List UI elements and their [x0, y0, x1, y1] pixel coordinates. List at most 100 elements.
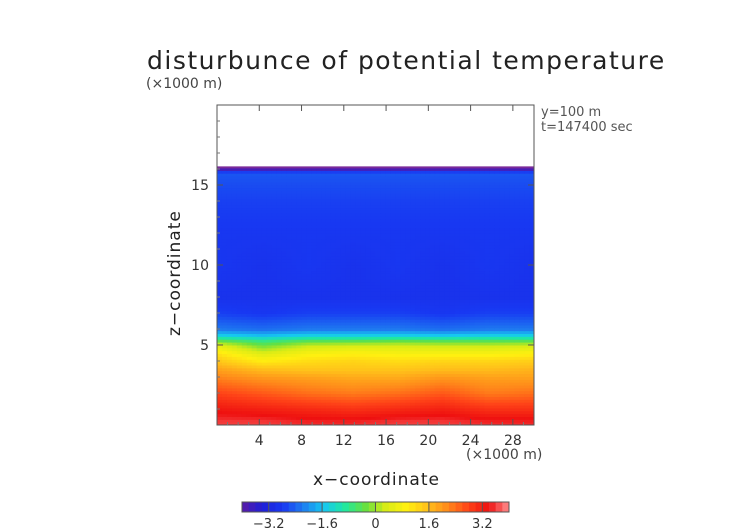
heatmap-cell — [306, 264, 312, 269]
heatmap-cell — [316, 287, 322, 292]
heatmap-cell — [276, 299, 282, 303]
heatmap-cell — [410, 333, 416, 337]
heatmap-cell — [321, 221, 327, 226]
heatmap-cell — [291, 233, 297, 237]
heatmap-cell — [271, 261, 278, 266]
heatmap-cell — [217, 264, 223, 269]
heatmap-cell — [330, 367, 337, 372]
heatmap-cell — [474, 287, 481, 292]
heatmap-cell — [375, 313, 382, 317]
heatmap-cell — [375, 284, 382, 289]
heatmap-cell — [236, 299, 243, 303]
heatmap-cell — [375, 336, 382, 340]
heatmap-cell — [236, 393, 243, 397]
heatmap-cell — [217, 362, 223, 366]
heatmap-cell — [444, 304, 451, 309]
heatmap-cell — [504, 261, 510, 266]
heatmap-cell — [425, 319, 431, 323]
heatmap-cell — [217, 339, 223, 343]
heatmap-cell — [469, 336, 476, 340]
heatmap-cell — [316, 347, 322, 352]
heatmap-cell — [271, 370, 278, 375]
heatmap-cell — [509, 273, 515, 277]
heatmap-cell — [221, 296, 228, 300]
heatmap-cell — [360, 342, 367, 346]
heatmap-cell — [286, 261, 292, 266]
heatmap-cell — [429, 376, 436, 380]
heatmap-cell — [306, 301, 312, 306]
heatmap-cell — [226, 313, 233, 317]
heatmap-cell — [360, 353, 367, 357]
heatmap-cell — [444, 204, 451, 209]
heatmap-cell — [360, 301, 367, 306]
heatmap-cell — [321, 201, 327, 206]
heatmap-cell — [360, 364, 367, 369]
heatmap-cell — [266, 316, 273, 320]
heatmap-cell — [415, 273, 421, 277]
heatmap-cell — [246, 362, 253, 366]
heatmap-cell — [271, 301, 278, 306]
heatmap-cell — [251, 281, 258, 286]
heatmap-cell — [330, 319, 337, 323]
heatmap-cell — [474, 213, 481, 217]
heatmap-cell — [444, 387, 451, 392]
heatmap-cell — [390, 393, 396, 397]
heatmap-cell — [345, 342, 352, 346]
heatmap-cell — [360, 281, 367, 286]
heatmap-cell — [390, 316, 396, 320]
heatmap-cell — [454, 410, 461, 415]
heatmap-cell — [266, 410, 273, 415]
heatmap-cell — [395, 416, 401, 420]
heatmap-cell — [509, 356, 515, 360]
heatmap-cell — [301, 353, 307, 357]
heatmap-cell — [350, 422, 357, 425]
heatmap-cell — [529, 216, 534, 220]
heatmap-cell — [325, 233, 332, 237]
heatmap-cell — [484, 296, 491, 300]
heatmap-cell — [429, 410, 436, 415]
heatmap-cell — [449, 218, 456, 223]
heatmap-cell — [434, 293, 441, 297]
heatmap-cell — [340, 339, 347, 343]
heatmap-cell — [251, 204, 258, 209]
heatmap-cell — [286, 284, 292, 289]
heatmap-cell — [217, 370, 223, 375]
heatmap-cell — [281, 261, 287, 266]
heatmap-cell — [454, 250, 461, 254]
heatmap-cell — [335, 270, 342, 274]
heatmap-cell — [375, 290, 382, 294]
heatmap-cell — [429, 258, 436, 263]
heatmap-cell — [276, 264, 282, 269]
heatmap-cell — [360, 213, 367, 217]
heatmap-cell — [395, 273, 401, 277]
heatmap-cell — [291, 390, 297, 395]
heatmap-cell — [464, 393, 471, 397]
heatmap-cell — [469, 342, 476, 346]
heatmap-cell — [365, 250, 372, 254]
heatmap-cell — [365, 279, 372, 283]
heatmap-cell — [429, 347, 436, 352]
heatmap-cell — [286, 253, 292, 257]
heatmap-cell — [459, 396, 466, 400]
heatmap-cell — [529, 313, 534, 317]
heatmap-cell — [241, 253, 248, 257]
heatmap-cell — [400, 290, 406, 294]
heatmap-cell — [380, 384, 386, 389]
heatmap-cell — [390, 238, 396, 243]
heatmap-cell — [499, 236, 505, 240]
heatmap-cell — [241, 336, 248, 340]
heatmap-cell — [420, 342, 426, 346]
heatmap-cell — [494, 233, 500, 237]
heatmap-cell — [504, 304, 510, 309]
heatmap-cell — [355, 410, 362, 415]
heatmap-cell — [286, 367, 292, 372]
heatmap-cell — [444, 336, 451, 340]
heatmap-cell — [519, 310, 525, 314]
heatmap-cell — [316, 399, 322, 403]
heatmap-cell — [454, 396, 461, 400]
heatmap-cell — [291, 313, 297, 317]
heatmap-cell — [306, 276, 312, 280]
heatmap-cell — [306, 310, 312, 314]
heatmap-cell — [291, 276, 297, 280]
heatmap-cell — [390, 387, 396, 392]
